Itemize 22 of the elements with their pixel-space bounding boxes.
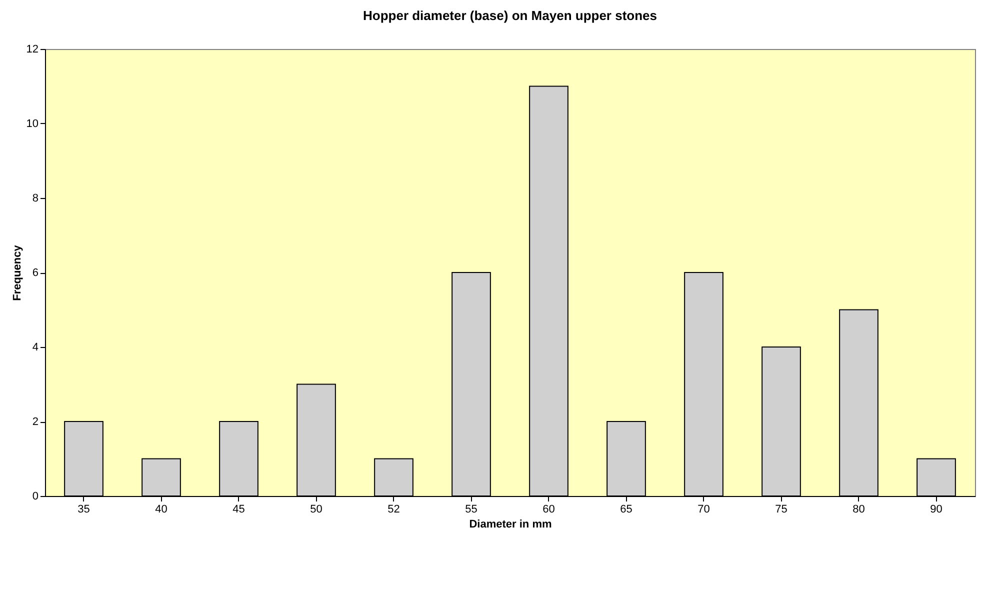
x-tick-label: 75: [775, 504, 788, 516]
x-tick-label: 45: [232, 504, 245, 516]
y-tick-label: 12: [26, 44, 38, 56]
x-tick-label: 50: [310, 504, 322, 516]
y-tick-label: 6: [32, 267, 38, 279]
x-tick-label: 35: [78, 504, 90, 516]
x-tick-label: 65: [620, 504, 632, 516]
x-tick-label: 52: [388, 504, 400, 516]
x-tick-label: 40: [155, 504, 168, 516]
x-tick-label: 60: [542, 504, 555, 516]
x-tick-label: 90: [930, 504, 942, 516]
y-tick-label: 2: [32, 416, 38, 428]
y-tick-label: 8: [32, 192, 38, 204]
chart-title: Hopper diameter (base) on Mayen upper stones: [362, 8, 658, 23]
x-tick-label: 80: [852, 504, 865, 516]
y-tick-label: 4: [32, 342, 38, 354]
x-axis-title: Diameter in mm: [469, 518, 552, 530]
y-tick-label: 10: [26, 118, 38, 130]
y-axis-title: Frequency: [11, 244, 24, 301]
x-tick-label: 55: [465, 504, 478, 516]
y-tick-label: 0: [32, 490, 38, 502]
x-tick-label: 70: [698, 504, 710, 516]
